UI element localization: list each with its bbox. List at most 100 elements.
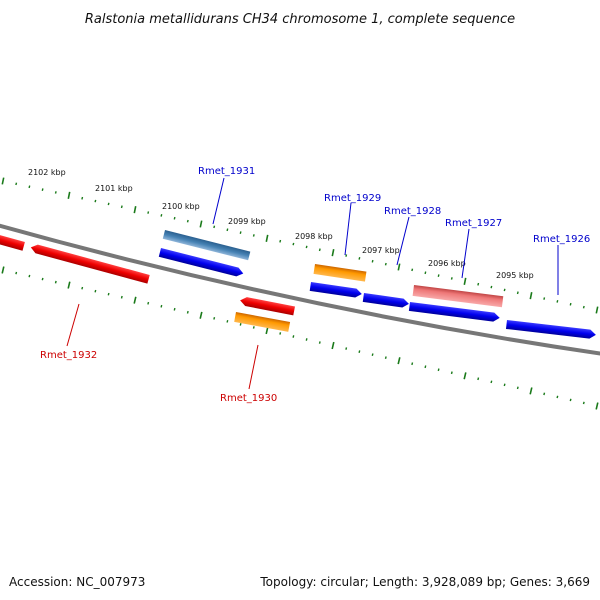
lower-ruler-minor-tick (450, 371, 453, 375)
lower-ruler-minor-tick (371, 353, 374, 356)
lower-ruler-minor-tick (186, 310, 189, 314)
gene-reverse-partial[interactable] (0, 234, 25, 251)
upper-ruler-minor-tick (371, 259, 374, 263)
upper-ruler-minor-tick (41, 188, 44, 191)
lower-ruler-minor-tick (516, 386, 519, 390)
lower-ruler-major-tick (529, 387, 533, 395)
label-leaders (66, 177, 559, 390)
gene-rmet-1930-red[interactable] (239, 296, 295, 316)
lower-ruler-minor-tick (384, 356, 387, 359)
upper-ruler-minor-tick (252, 234, 255, 237)
label-rmet-1929[interactable]: Rmet_1929 (324, 193, 381, 204)
tick-label-2099: 2099 kbp (228, 217, 266, 226)
gene-rmet-1929-orange[interactable] (313, 264, 367, 282)
upper-ruler-major-tick (133, 206, 137, 214)
upper-ruler-minor-tick (160, 214, 163, 217)
ruler-labels: 2102 kbp 2101 kbp 2100 kbp 2099 kbp 2098… (28, 168, 534, 280)
label-rmet-1927[interactable]: Rmet_1927 (445, 218, 502, 229)
lower-ruler-minor-tick (490, 380, 493, 384)
lower-ruler-minor-tick (569, 398, 572, 402)
lower-ruler-minor-tick (411, 362, 414, 366)
lower-ruler-major-tick (397, 357, 401, 365)
leader-rmet-1930 (248, 344, 259, 390)
lower-ruler-minor-tick (292, 335, 295, 338)
gene-rmet-1927[interactable] (408, 302, 500, 322)
gene-rmet-1931-steel[interactable] (162, 230, 251, 261)
upper-ruler-minor-tick (94, 199, 97, 203)
lower-ruler-major-tick (67, 281, 71, 289)
forward-genes (158, 230, 596, 339)
lower-ruler-minor-tick (503, 383, 506, 387)
label-rmet-1928[interactable]: Rmet_1928 (384, 206, 441, 217)
upper-ruler-minor-tick (424, 271, 427, 275)
lower-ruler-ticks (1, 266, 599, 410)
lower-ruler-minor-tick (107, 292, 110, 296)
lower-ruler-major-tick (1, 266, 5, 274)
upper-ruler-minor-tick (292, 242, 295, 246)
tick-label-2095: 2095 kbp (496, 271, 534, 280)
lower-ruler-minor-tick (226, 320, 229, 323)
lower-ruler-minor-tick (147, 301, 150, 305)
chromosome-backbone (0, 223, 600, 356)
gene-rmet-1931[interactable] (158, 248, 245, 278)
upper-ruler-minor-tick (582, 305, 585, 309)
lower-ruler-minor-tick (305, 338, 308, 341)
tick-label-2096: 2096 kbp (428, 259, 466, 268)
lower-ruler-minor-tick (120, 295, 123, 299)
upper-ruler-minor-tick (226, 228, 229, 232)
summary-text: Topology: circular; Length: 3,928,089 bp… (259, 575, 590, 589)
reverse-genes (0, 234, 295, 332)
label-rmet-1932[interactable]: Rmet_1932 (40, 350, 97, 361)
upper-ruler-minor-tick (147, 211, 150, 214)
label-rmet-1926[interactable]: Rmet_1926 (533, 234, 590, 245)
tick-label-2097: 2097 kbp (362, 246, 400, 255)
upper-ruler-minor-tick (345, 254, 348, 257)
leader-rmet-1932 (66, 303, 80, 347)
lower-ruler-minor-tick (54, 280, 57, 284)
upper-ruler-minor-tick (556, 300, 559, 303)
lower-ruler-minor-tick (173, 307, 176, 311)
upper-ruler-minor-tick (81, 196, 84, 200)
gene-rmet-1927-pink[interactable] (412, 285, 504, 308)
upper-ruler-minor-tick (516, 291, 519, 295)
upper-ruler-minor-tick (186, 219, 189, 223)
lower-ruler-minor-tick (15, 271, 18, 275)
lower-ruler-minor-tick (437, 368, 440, 372)
upper-ruler-minor-tick (503, 288, 506, 292)
upper-ruler-minor-tick (28, 185, 31, 189)
gene-rmet-1929[interactable] (309, 282, 363, 298)
label-rmet-1930[interactable]: Rmet_1930 (220, 393, 277, 404)
gene-rmet-1930[interactable] (234, 312, 291, 332)
tick-label-2102: 2102 kbp (28, 168, 66, 177)
gene-rmet-1928[interactable] (362, 293, 410, 308)
upper-ruler-major-tick (199, 220, 203, 228)
accession-text: Accession: NC_007973 (9, 575, 145, 589)
upper-ruler-minor-tick (543, 297, 546, 300)
gene-rmet-1932[interactable] (30, 243, 150, 284)
gene-rmet-1926[interactable] (505, 320, 596, 339)
upper-ruler-minor-tick (279, 239, 282, 243)
upper-ruler-major-tick (67, 191, 71, 199)
upper-ruler-major-tick (331, 249, 335, 257)
upper-ruler-major-tick (529, 292, 533, 300)
upper-ruler-ticks (1, 177, 599, 314)
upper-ruler-minor-tick (450, 277, 453, 280)
lower-ruler-minor-tick (279, 332, 282, 335)
gene-labels: Rmet_1931 Rmet_1929 Rmet_1928 Rmet_1927 … (40, 166, 590, 404)
upper-ruler-minor-tick (490, 285, 493, 289)
map-title: Ralstonia metallidurans CH34 chromosome … (85, 12, 515, 27)
lower-ruler-minor-tick (94, 289, 97, 293)
lower-ruler-major-tick (595, 402, 599, 410)
lower-ruler-minor-tick (582, 401, 585, 405)
lower-ruler-major-tick (463, 372, 467, 380)
tick-label-2100: 2100 kbp (162, 202, 200, 211)
lower-ruler-minor-tick (318, 341, 321, 344)
upper-ruler-major-tick (595, 306, 599, 314)
lower-ruler-minor-tick (239, 323, 242, 326)
leader-rmet-1927 (461, 228, 470, 279)
upper-ruler-minor-tick (477, 282, 480, 286)
upper-ruler-minor-tick (54, 191, 57, 194)
upper-ruler-major-tick (463, 277, 467, 285)
label-rmet-1931[interactable]: Rmet_1931 (198, 166, 255, 177)
lower-ruler-minor-tick (424, 365, 427, 369)
